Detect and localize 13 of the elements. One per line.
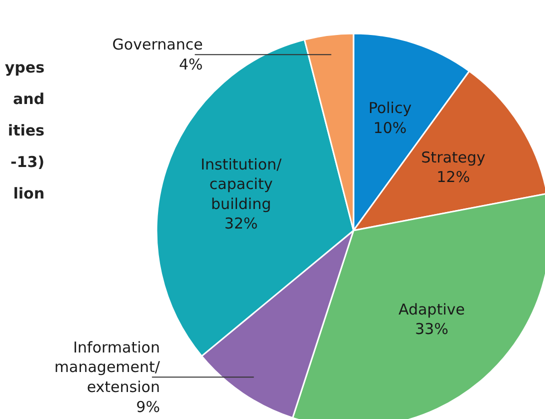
slice-label: Strategy — [421, 148, 486, 166]
data-label: 9% — [136, 398, 160, 416]
text: ypes and ities -13) lion — [4, 58, 45, 202]
data-label: 4% — [179, 56, 203, 74]
slice-label: Adaptive — [398, 300, 465, 318]
data-label: 12% — [436, 168, 470, 186]
data-label: 33% — [414, 320, 448, 338]
data-label: 10% — [373, 118, 407, 137]
slice-label: Governance — [112, 36, 203, 54]
slice-label: Policy — [368, 99, 412, 118]
slice-label: Institution/ capacity building — [200, 155, 283, 213]
data-label: 32% — [224, 214, 258, 233]
slice-label: Information management/ extension — [54, 338, 161, 396]
